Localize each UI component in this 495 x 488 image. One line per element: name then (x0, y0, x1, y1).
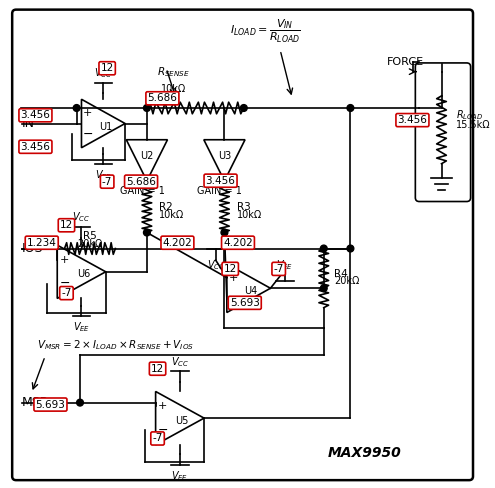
Circle shape (144, 229, 150, 236)
Text: 4.202: 4.202 (223, 238, 253, 248)
Text: 3.456: 3.456 (397, 115, 427, 125)
Text: 1.234: 1.234 (27, 238, 56, 248)
Text: 10kΩ: 10kΩ (159, 210, 184, 220)
Text: 4.202: 4.202 (162, 238, 192, 248)
Text: 10kΩ: 10kΩ (237, 210, 262, 220)
Text: MAX9950: MAX9950 (328, 446, 402, 460)
Text: 20kΩ: 20kΩ (78, 239, 103, 249)
Circle shape (347, 104, 354, 111)
Text: 15.5kΩ: 15.5kΩ (456, 120, 491, 130)
Circle shape (320, 245, 327, 252)
Text: U1: U1 (99, 122, 112, 132)
Circle shape (144, 104, 150, 111)
Text: 3.456: 3.456 (20, 142, 50, 152)
Text: 10kΩ: 10kΩ (161, 84, 186, 94)
Text: $V_{MSR} = 2 \times I_{LOAD} \times R_{SENSE} + V_{IOS}$: $V_{MSR} = 2 \times I_{LOAD} \times R_{S… (37, 339, 194, 352)
Text: $V_{CC}$: $V_{CC}$ (72, 210, 91, 224)
Text: U3: U3 (218, 151, 231, 162)
Circle shape (347, 245, 354, 252)
Text: -7: -7 (61, 288, 72, 298)
Text: $V_{CC}$: $V_{CC}$ (94, 66, 112, 80)
Text: +: + (229, 273, 238, 283)
Text: +: + (83, 108, 93, 118)
Circle shape (241, 104, 247, 111)
Text: GAIN = 1: GAIN = 1 (197, 185, 242, 196)
Text: 5.693: 5.693 (36, 400, 65, 409)
Text: $V_{CC}$: $V_{CC}$ (171, 355, 189, 369)
Text: R5: R5 (83, 231, 97, 242)
Text: $R_{LOAD}$: $R_{LOAD}$ (456, 108, 484, 122)
Text: 5.686: 5.686 (126, 177, 156, 186)
Text: U4: U4 (245, 285, 258, 296)
Text: $I_{LOAD} = \dfrac{V_{IN}}{R_{LOAD}}$: $I_{LOAD} = \dfrac{V_{IN}}{R_{LOAD}}$ (230, 18, 301, 45)
Text: MSR: MSR (22, 396, 50, 409)
Text: R2: R2 (159, 203, 173, 212)
Circle shape (416, 104, 423, 111)
Text: −: − (157, 424, 168, 437)
Text: 12: 12 (224, 264, 237, 274)
Circle shape (73, 104, 80, 111)
Text: GAIN = 1: GAIN = 1 (120, 185, 164, 196)
Text: $V_{EE}$: $V_{EE}$ (171, 469, 189, 483)
Circle shape (77, 399, 84, 406)
Text: U6: U6 (77, 269, 91, 279)
Text: $V_{EE}$: $V_{EE}$ (73, 320, 90, 334)
Text: $V_{EE}$: $V_{EE}$ (276, 258, 294, 272)
Text: U2: U2 (140, 151, 153, 162)
Text: $R_{SENSE}$: $R_{SENSE}$ (157, 65, 190, 79)
Text: 12: 12 (60, 220, 73, 230)
Text: 3.456: 3.456 (205, 176, 236, 185)
Text: FORCE: FORCE (387, 57, 424, 67)
Text: R4: R4 (335, 269, 348, 279)
Text: +: + (60, 255, 69, 264)
Text: 12: 12 (100, 63, 114, 73)
Text: $V_{CC}$: $V_{CC}$ (206, 258, 225, 272)
Text: -7: -7 (274, 264, 284, 274)
Circle shape (221, 229, 228, 236)
Text: −: − (228, 292, 239, 305)
Circle shape (320, 285, 327, 292)
Text: U5: U5 (176, 416, 189, 426)
Text: -7: -7 (102, 177, 112, 186)
Text: −: − (59, 277, 70, 290)
Text: 3.456: 3.456 (20, 110, 50, 120)
Text: 5.686: 5.686 (148, 93, 177, 103)
Text: IOS: IOS (22, 242, 44, 255)
Text: IN: IN (22, 117, 35, 130)
Text: -7: -7 (152, 433, 163, 444)
Text: 5.693: 5.693 (230, 298, 260, 308)
Text: $V_{EE}$: $V_{EE}$ (95, 168, 112, 182)
Text: −: − (83, 128, 93, 141)
FancyBboxPatch shape (12, 10, 473, 480)
FancyBboxPatch shape (415, 63, 471, 202)
Text: 12: 12 (151, 364, 164, 374)
Text: 20kΩ: 20kΩ (335, 277, 360, 286)
Text: +: + (158, 401, 168, 411)
Text: R3: R3 (237, 203, 250, 212)
